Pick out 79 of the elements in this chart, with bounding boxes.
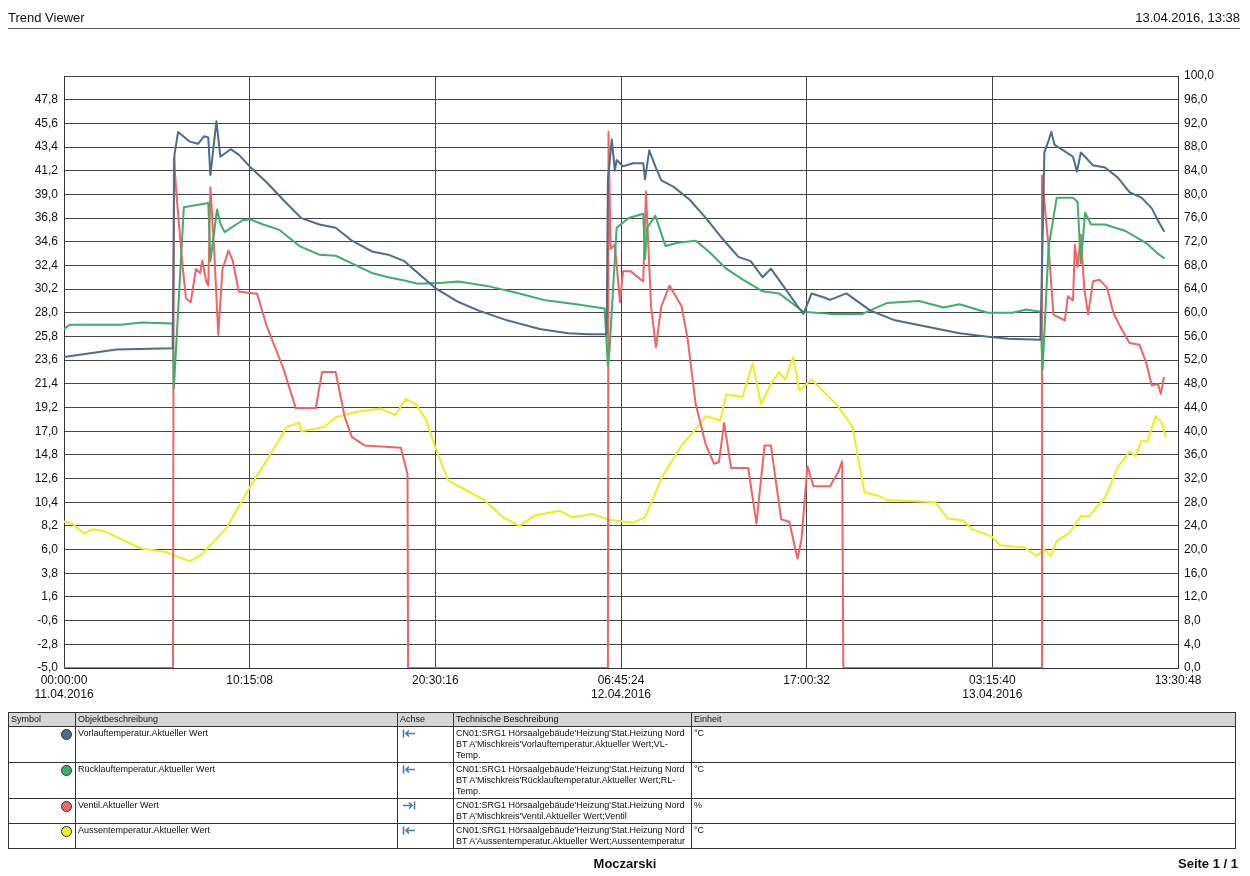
text: Technische Beschreibung bbox=[453, 712, 692, 727]
y-tick-label: 10,4 bbox=[34, 494, 59, 509]
chart-title: Trend Viewer bbox=[8, 10, 85, 25]
y2-tick-label: 28,0 bbox=[1184, 494, 1208, 509]
y2-tick-label: 24,0 bbox=[1184, 518, 1208, 533]
y-tick-label: 34,6 bbox=[34, 234, 59, 249]
text: Achse bbox=[397, 712, 454, 727]
y2-tick-label: 60,0 bbox=[1184, 305, 1208, 320]
x-tick-label: 17:00:32 bbox=[783, 672, 831, 687]
text: 13.04.2016, 13:38 bbox=[1135, 10, 1240, 25]
y-tick-label: 30,2 bbox=[34, 281, 59, 296]
y2-tick-label: 92,0 bbox=[1184, 115, 1208, 130]
y2-tick-label: 36,0 bbox=[1184, 447, 1208, 462]
y2-tick-label: 44,0 bbox=[1184, 399, 1208, 414]
y2-tick-label: 76,0 bbox=[1184, 210, 1208, 225]
y-tick-label: -2,8 bbox=[37, 636, 59, 651]
y-tick-label: 1,6 bbox=[41, 589, 59, 604]
y-tick-label: 45,6 bbox=[34, 115, 59, 130]
y2-tick-label: 96,0 bbox=[1184, 91, 1208, 106]
y2-tick-label: 8,0 bbox=[1184, 612, 1202, 627]
y-tick-label: 17,0 bbox=[34, 423, 59, 438]
y-tick-label: 6,0 bbox=[41, 541, 59, 556]
y2-tick-label: 100,0 bbox=[1184, 68, 1215, 83]
y2-tick-label: 40,0 bbox=[1184, 423, 1208, 438]
y2-tick-label: 32,0 bbox=[1184, 470, 1208, 485]
y2-tick-label: 48,0 bbox=[1184, 376, 1208, 391]
text: Einheit bbox=[691, 712, 1236, 727]
text: Seite 1 / 1 bbox=[1178, 856, 1238, 871]
y-tick-label: 41,2 bbox=[34, 163, 59, 178]
text: % bbox=[691, 798, 1236, 824]
y2-tick-label: 80,0 bbox=[1184, 186, 1208, 201]
x-tick-label: 00:00:00 11.04.2016 bbox=[34, 672, 94, 701]
y2-tick-label: 64,0 bbox=[1184, 281, 1208, 296]
y-tick-label: 12,6 bbox=[34, 470, 59, 485]
y2-tick-label: 20,0 bbox=[1184, 541, 1208, 556]
text: CN01:SRG1 Hörsaalgebäude'Heizung'Stat.Heizung Nord BT A'Mischkreis'Ventil.Aktueller Wert;Ventil bbox=[453, 798, 692, 824]
x-tick-label: 10:15:08 bbox=[226, 672, 274, 687]
y-tick-label: -0,6 bbox=[37, 612, 59, 627]
y2-tick-label: 16,0 bbox=[1184, 565, 1208, 580]
text: CN01:SRG1 Hörsaalgebäude'Heizung'Stat.Heizung Nord BT A'Mischkreis'Rücklauftemperatur.Aktueller Wert;RL-Temp. bbox=[453, 762, 692, 799]
x-tick-label: 06:45:24 12.04.2016 bbox=[590, 672, 652, 701]
y-tick-label: 32,4 bbox=[34, 257, 59, 272]
legend-label: Aussentemperatur.Aktueller Wert bbox=[75, 823, 398, 849]
x-tick-label: 13:30:48 bbox=[1154, 672, 1202, 687]
y2-tick-label: 52,0 bbox=[1184, 352, 1208, 367]
y-tick-label: 3,8 bbox=[41, 565, 59, 580]
y-tick-label: 36,8 bbox=[34, 210, 59, 225]
y-tick-label: 43,4 bbox=[34, 139, 59, 154]
y-tick-label: 14,8 bbox=[34, 447, 59, 462]
y-tick-label: -5,0 bbox=[37, 660, 59, 675]
y2-tick-label: 88,0 bbox=[1184, 139, 1208, 154]
y-tick-label: 39,0 bbox=[34, 186, 59, 201]
y2-tick-label: 12,0 bbox=[1184, 589, 1208, 604]
text: Moczarski bbox=[593, 856, 657, 871]
y2-tick-label: 84,0 bbox=[1184, 163, 1208, 178]
legend-label: Rücklauftemperatur.Aktueller Wert bbox=[75, 762, 398, 799]
text: °C bbox=[691, 762, 1236, 799]
text: °C bbox=[691, 726, 1236, 763]
text: Objektbeschreibung bbox=[75, 712, 398, 727]
y2-tick-label: 0,0 bbox=[1184, 660, 1202, 675]
y-tick-label: 19,2 bbox=[34, 399, 59, 414]
x-tick-label: 03:15:40 13.04.2016 bbox=[962, 672, 1023, 701]
text: Symbol bbox=[8, 712, 76, 727]
y-tick-label: 21,4 bbox=[34, 376, 59, 391]
y2-tick-label: 72,0 bbox=[1184, 234, 1208, 249]
y-tick-label: 25,8 bbox=[34, 328, 59, 343]
text: CN01:SRG1 Hörsaalgebäude'Heizung'Stat.Heizung Nord BT A'Aussentemperatur.Aktueller Wert;Aussentemperatur bbox=[453, 823, 692, 849]
text: °C bbox=[691, 823, 1236, 849]
y-tick-label: 47,8 bbox=[34, 91, 59, 106]
y-tick-label: 8,2 bbox=[41, 518, 59, 533]
x-tick-label: 20:30:16 bbox=[411, 672, 460, 687]
legend-label: Ventil.Aktueller Wert bbox=[75, 798, 398, 824]
y-tick-label: 23,6 bbox=[34, 352, 59, 367]
legend-label: Vorlauftemperatur.Aktueller Wert bbox=[75, 726, 398, 763]
y2-tick-label: 4,0 bbox=[1184, 636, 1202, 651]
y2-tick-label: 68,0 bbox=[1184, 257, 1208, 272]
y2-tick-label: 56,0 bbox=[1184, 328, 1208, 343]
text: CN01:SRG1 Hörsaalgebäude'Heizung'Stat.Heizung Nord BT A'Mischkreis'Vorlauftemperatur.Aktueller Wert;VL-Temp. bbox=[453, 726, 692, 763]
y-tick-label: 28,0 bbox=[34, 305, 59, 320]
